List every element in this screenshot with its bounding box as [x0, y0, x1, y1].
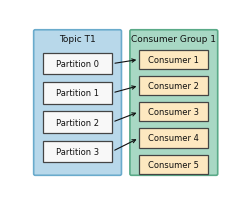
- Text: Partition 3: Partition 3: [56, 147, 99, 156]
- Text: Consumer 3: Consumer 3: [148, 108, 199, 117]
- Text: Consumer 5: Consumer 5: [148, 160, 199, 169]
- Text: Consumer 2: Consumer 2: [148, 82, 199, 91]
- FancyBboxPatch shape: [130, 31, 218, 175]
- FancyBboxPatch shape: [139, 76, 208, 96]
- Text: Partition 0: Partition 0: [56, 60, 99, 69]
- Text: Consumer 1: Consumer 1: [148, 56, 199, 65]
- FancyBboxPatch shape: [43, 141, 112, 162]
- FancyBboxPatch shape: [43, 112, 112, 133]
- Text: Topic T1: Topic T1: [59, 35, 96, 44]
- FancyBboxPatch shape: [43, 54, 112, 75]
- FancyBboxPatch shape: [139, 103, 208, 122]
- Text: Consumer Group 1: Consumer Group 1: [131, 35, 216, 44]
- Text: Consumer 4: Consumer 4: [148, 134, 199, 143]
- FancyBboxPatch shape: [139, 129, 208, 148]
- Text: Partition 2: Partition 2: [56, 118, 99, 127]
- FancyBboxPatch shape: [34, 31, 122, 175]
- FancyBboxPatch shape: [139, 51, 208, 70]
- Text: Partition 1: Partition 1: [56, 89, 99, 98]
- FancyBboxPatch shape: [43, 83, 112, 104]
- FancyBboxPatch shape: [139, 155, 208, 174]
